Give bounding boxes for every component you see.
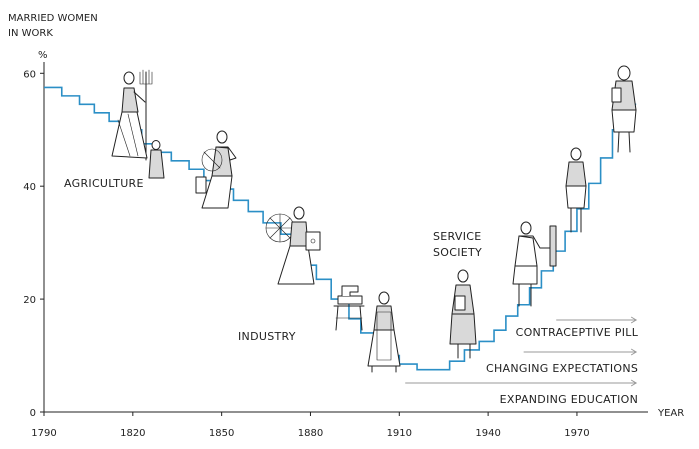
expanding-education-label: EXPANDING EDUCATION [500,393,639,406]
era-label-agriculture: AGRICULTURE [64,177,144,190]
modern-woman-with-bag-illustration [611,65,637,153]
farm-woman-with-pitchfork-illustration [111,69,165,179]
x-tick-label-1970: 1970 [564,428,589,439]
factory-woman-with-apron-illustration [367,291,401,373]
y-axis-label-line-1: MARRIED WOMEN [8,13,98,24]
y-tick-label-20: 20 [23,295,36,306]
contraceptive-pill-label: CONTRACEPTIVE PILL [516,326,639,339]
woman-with-spinning-wheel-illustration [265,206,321,285]
y-ticks: 0 20 40 60 [23,69,44,419]
contraceptive-arrowhead [630,316,638,324]
x-tick-label-1880: 1880 [298,428,323,439]
era-label-service-line-1: SERVICE [433,230,481,243]
era-label-service-line-2: SOCIETY [433,246,482,259]
expectations-arrowhead [630,348,638,356]
x-tick-label-1850: 1850 [209,428,234,439]
y-axis-unit: % [38,50,48,61]
x-tick-label-1940: 1940 [475,428,500,439]
x-tick-label-1790: 1790 [31,428,56,439]
x-tick-label-1820: 1820 [120,428,145,439]
x-axis-label: YEAR [657,408,684,419]
y-tick-label-0: 0 [30,408,36,419]
trend-annotations: CONTRACEPTIVE PILL CHANGING EXPECTATIONS… [405,316,639,406]
sewing-machine-illustration [333,285,365,331]
y-tick-label-40: 40 [23,182,36,193]
woman-with-churn-illustration [195,130,237,209]
changing-expectations-label: CHANGING EXPECTATIONS [486,362,638,375]
woman-at-control-panel-illustration [512,221,557,307]
y-tick-label-60: 60 [23,69,36,80]
y-axis-label-line-2: IN WORK [8,28,53,39]
x-tick-label-1910: 1910 [387,428,412,439]
era-label-industry: INDUSTRY [238,330,296,343]
office-woman-with-folder-illustration [449,269,477,359]
businesswoman-in-suit-illustration [565,147,587,233]
x-ticks: 1790 1820 1850 1880 1910 1940 1970 [31,412,590,439]
education-arrowhead [630,379,638,387]
